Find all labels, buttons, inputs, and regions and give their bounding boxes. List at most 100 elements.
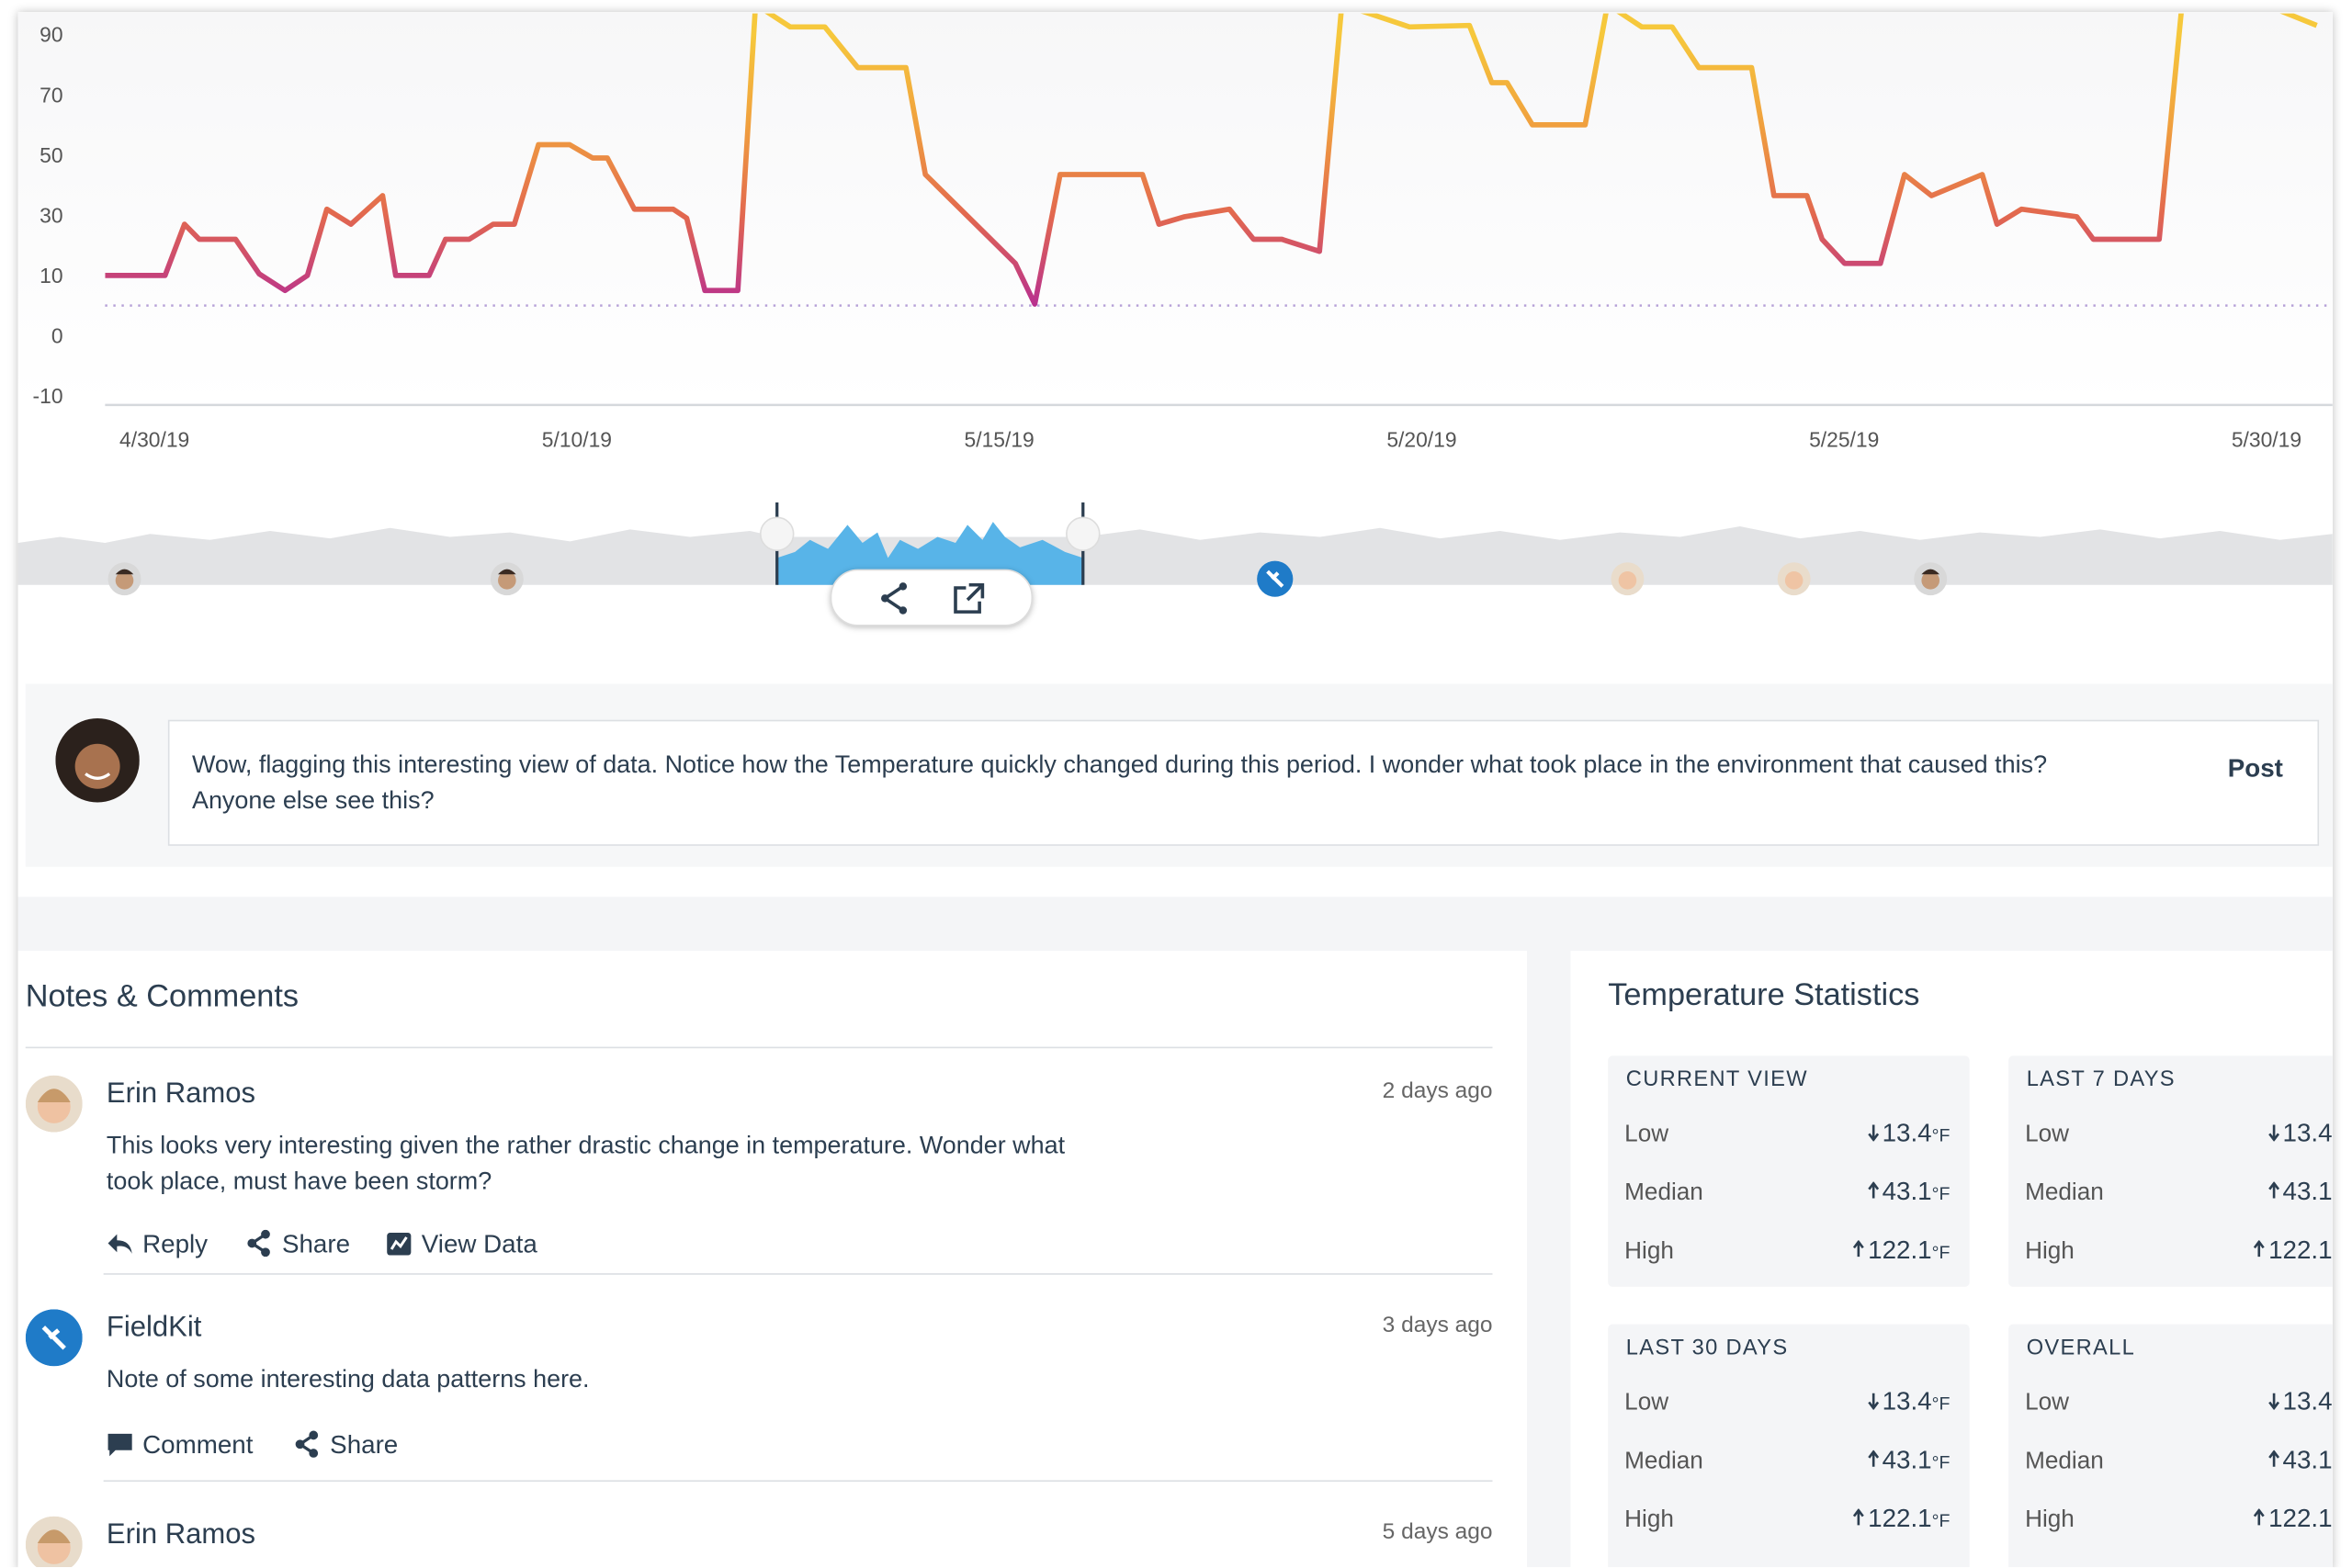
x-tick-label: 5/30/19: [2232, 428, 2301, 452]
stat-number: 122.1: [2268, 1235, 2333, 1265]
stat-value: 43.1°F: [1867, 1446, 1950, 1476]
action-button[interactable]: Share: [246, 1229, 351, 1260]
stat-label: High: [1624, 1506, 1674, 1533]
open-external-icon[interactable]: [954, 582, 985, 614]
stat-number: 43.1: [2282, 1177, 2333, 1206]
action-button[interactable]: View Data: [386, 1230, 537, 1260]
comment-text: Wow, flagging this interesting view of d…: [191, 750, 2048, 815]
stat-label: High: [2025, 1238, 2075, 1265]
trend-arrow: [1867, 1393, 1879, 1411]
stat-number: 43.1: [1882, 1445, 1932, 1474]
avatar-man: [490, 562, 524, 596]
avatar-man: [107, 562, 141, 596]
data-line: [105, 13, 2318, 307]
stat-label: Low: [2025, 1390, 2070, 1416]
action-button[interactable]: Share: [294, 1430, 399, 1461]
timestamp: 5 days ago: [1382, 1518, 1493, 1545]
x-tick-label: 5/10/19: [542, 428, 612, 452]
stat-value: 13.4°F: [2267, 1387, 2333, 1417]
stat-card: LAST 7 DAYS Low 13.4°F Median 43.1°F High 122.…: [2008, 1055, 2333, 1287]
action-button[interactable]: Comment: [107, 1431, 253, 1461]
action-label[interactable]: Reply: [142, 1229, 209, 1258]
stat-label: Low: [1624, 1122, 1669, 1147]
person-photo: [25, 1516, 83, 1568]
notes-title: Notes & Comments: [25, 979, 299, 1014]
action-button[interactable]: Reply: [107, 1230, 208, 1260]
action-label[interactable]: Share: [281, 1229, 351, 1258]
share-icon[interactable]: [881, 582, 908, 615]
avatar-man: [1914, 562, 1948, 596]
author-avatar: [25, 1516, 83, 1568]
plot-background: [17, 12, 2333, 405]
trend-arrow: [1867, 1180, 1879, 1199]
stat-value: 43.1°F: [2267, 1178, 2333, 1208]
stat-label: High: [2025, 1506, 2075, 1533]
stat-row: High 122.1°F: [2025, 1504, 2333, 1534]
stats-title: Temperature Statistics: [1608, 977, 1920, 1013]
trend-arrow: [2267, 1124, 2279, 1142]
stat-unit: °F: [1931, 1451, 1951, 1473]
reply-icon: [107, 1234, 132, 1254]
stat-label: High: [1624, 1238, 1674, 1265]
comment-icon: [107, 1433, 132, 1457]
y-tick-label: 30: [40, 203, 62, 227]
author-name: Erin Ramos: [106, 1077, 255, 1111]
timestamp: 3 days ago: [1382, 1312, 1493, 1338]
stat-row: Median 43.1°F: [2025, 1178, 2333, 1208]
avatar-fieldkit: [1257, 560, 1294, 597]
avatar-woman: [1611, 562, 1645, 596]
trend-arrow: [2267, 1450, 2279, 1467]
share-icon: [295, 1430, 319, 1458]
notes-panel: Notes & Comments Erin Ramos 2 days ago Thi…: [17, 951, 1528, 1568]
brush-handle[interactable]: [1065, 516, 1101, 551]
note-text: This looks very interesting given the ra…: [106, 1132, 1066, 1196]
trend-arrow: [1853, 1507, 1865, 1526]
note-text: Note of some interesting data patterns h…: [106, 1366, 590, 1393]
stat-number: 43.1: [1882, 1177, 1932, 1206]
stat-row: Median 43.1°F: [1624, 1178, 1950, 1208]
trend-arrow: [2254, 1239, 2266, 1258]
stat-number: 13.4: [2282, 1118, 2333, 1147]
comment-input[interactable]: Wow, flagging this interesting view of d…: [167, 719, 2320, 846]
author-avatar: [25, 1075, 83, 1133]
chart: -10 0 10 30 50 70 90 4/30/19 5/10/19 5/15/19 5/20/…: [17, 12, 2333, 626]
stat-row: Median 43.1°F: [1624, 1446, 1950, 1476]
stat-value: 13.4°F: [1867, 1387, 1950, 1417]
stat-row: High 122.1°F: [1624, 1505, 1950, 1534]
x-tick-label: 5/15/19: [965, 428, 1035, 452]
stat-value: 122.1°F: [2254, 1235, 2333, 1266]
stat-value: 13.4°F: [1867, 1119, 1950, 1149]
action-label[interactable]: Comment: [142, 1430, 254, 1460]
avatar-woman: [1777, 562, 1811, 596]
divider: [103, 1480, 1493, 1483]
action-label[interactable]: View Data: [421, 1229, 537, 1258]
stat-number: 13.4: [2282, 1387, 2333, 1416]
brush-handle[interactable]: [759, 516, 795, 551]
stat-value: 43.1°F: [1867, 1178, 1950, 1208]
stat-unit: °F: [1931, 1183, 1951, 1205]
stat-label: Median: [2025, 1449, 2104, 1474]
card-title: OVERALL: [2026, 1336, 2136, 1360]
stat-number: 122.1: [1868, 1235, 1932, 1265]
card-title: CURRENT VIEW: [1625, 1067, 1808, 1092]
y-tick-label: 90: [40, 23, 62, 47]
stats-panel: Temperature Statistics CURRENT VIEW Low 13…: [1570, 951, 2333, 1568]
post-button[interactable]: Post: [2227, 754, 2283, 784]
trend-arrow: [1853, 1239, 1865, 1258]
fieldkit-logo: [25, 1309, 83, 1367]
stat-row: Low 13.4°F: [2025, 1387, 2333, 1417]
stat-card: OVERALL Low 13.4°F Median 43.1°F High 122.1°F: [2008, 1324, 2333, 1568]
card-title: LAST 7 DAYS: [2026, 1067, 2176, 1092]
stat-unit: °F: [1931, 1393, 1951, 1415]
action-label[interactable]: Share: [330, 1430, 399, 1460]
stat-number: 122.1: [2268, 1504, 2333, 1533]
stat-row: High 122.1°F: [2025, 1235, 2333, 1266]
share-icon: [247, 1229, 270, 1258]
stat-value: 122.1°F: [1853, 1235, 1950, 1266]
chart-icon: [387, 1233, 412, 1256]
minimap-area: [17, 526, 2333, 585]
stat-row: Low 13.4°F: [2025, 1118, 2333, 1148]
stat-number: 13.4: [1882, 1118, 1932, 1147]
share-popup: [830, 569, 1034, 626]
